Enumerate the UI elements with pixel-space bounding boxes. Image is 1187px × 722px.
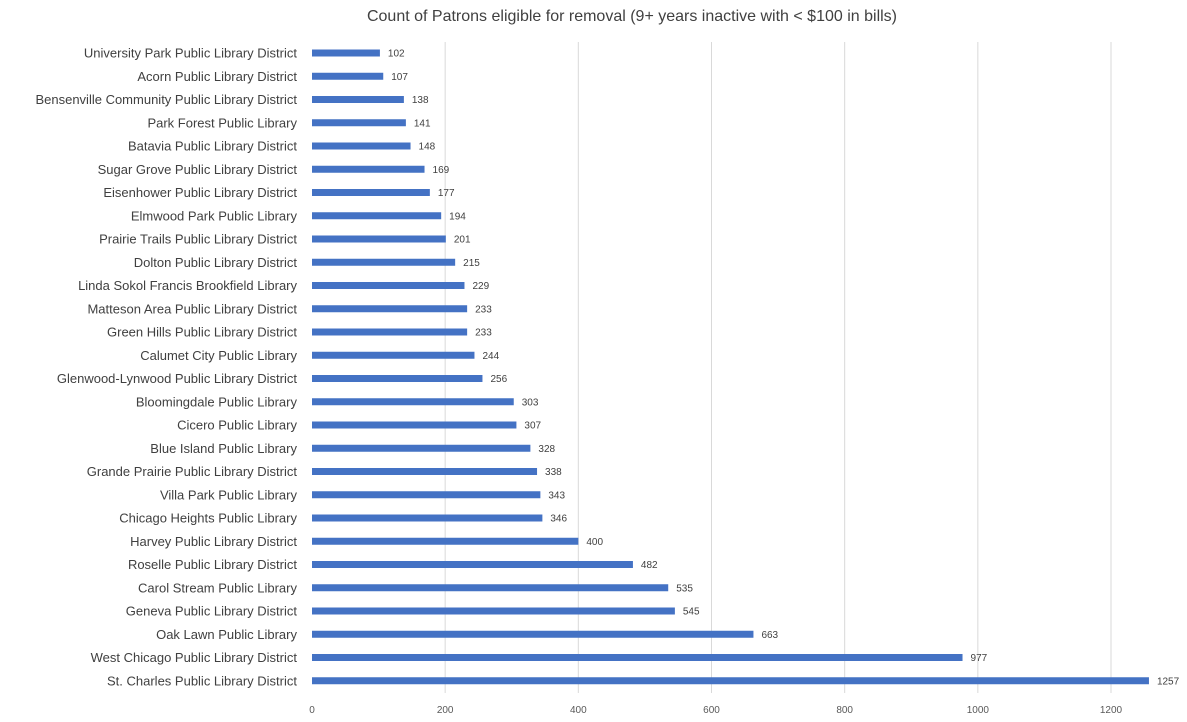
data-label: 215 [463, 258, 480, 269]
data-label: 148 [419, 142, 436, 153]
bar [312, 468, 538, 475]
category-label: Grande Prairie Public Library District [87, 464, 298, 479]
bar [312, 421, 517, 429]
bar [312, 49, 380, 57]
bar [312, 677, 1149, 685]
category-label: Bloomingdale Public Library [136, 394, 298, 409]
gridlines [444, 42, 1112, 693]
data-label: 107 [391, 72, 408, 83]
category-label: Chicago Heights Public Library [119, 511, 297, 526]
category-label: Calumet City Public Library [140, 348, 297, 363]
category-label: Carol Stream Public Library [138, 580, 297, 595]
category-label: Green Hills Public Library District [107, 325, 297, 340]
data-label: 177 [438, 188, 455, 199]
category-label: Acorn Public Library District [137, 69, 297, 84]
category-label: Batavia Public Library District [128, 139, 297, 154]
bar [312, 375, 483, 382]
data-label: 346 [550, 514, 567, 525]
bar [312, 305, 468, 313]
data-label: 1257 [1157, 676, 1180, 687]
bar [312, 654, 963, 661]
category-label: Glenwood-Lynwood Public Library District [57, 371, 298, 386]
data-label: 256 [490, 374, 507, 385]
category-label: Park Forest Public Library [147, 115, 297, 130]
category-label: University Park Public Library District [84, 46, 297, 61]
x-tick-label: 1200 [1100, 705, 1123, 716]
category-label: Roselle Public Library District [128, 557, 297, 572]
category-label: Linda Sokol Francis Brookfield Library [78, 278, 297, 293]
category-label: Cicero Public Library [177, 418, 297, 433]
data-label: 233 [475, 304, 492, 315]
bar [312, 142, 411, 150]
data-label: 535 [676, 583, 693, 594]
category-label: Geneva Public Library District [126, 604, 298, 619]
data-label: 229 [472, 281, 489, 292]
category-label: Oak Lawn Public Library [156, 627, 297, 642]
category-label: Sugar Grove Public Library District [98, 162, 298, 177]
category-label: Dolton Public Library District [134, 255, 298, 270]
x-tick-label: 1000 [967, 705, 990, 716]
data-label: 244 [482, 351, 499, 362]
category-label: Eisenhower Public Library District [103, 185, 297, 200]
category-label: Prairie Trails Public Library District [99, 232, 297, 247]
bar [312, 351, 475, 359]
data-label: 343 [548, 490, 565, 501]
bar [312, 235, 446, 243]
data-label: 303 [522, 397, 539, 408]
data-label: 194 [449, 211, 466, 222]
data-label: 545 [683, 607, 700, 618]
data-label: 400 [586, 537, 603, 548]
bar [312, 630, 754, 638]
data-label: 338 [545, 467, 562, 478]
x-tick-label: 800 [836, 705, 853, 716]
bar [312, 607, 675, 615]
chart-title: Count of Patrons eligible for removal (9… [367, 8, 897, 25]
x-axis-ticks: 0 200 400 600 800 1000 1200 [309, 705, 1122, 716]
bar [312, 514, 543, 522]
category-label: Elmwood Park Public Library [131, 208, 298, 223]
bar [312, 72, 384, 80]
bar [312, 212, 442, 220]
data-labels: 102 107 138 141 148 169 177 194 201 215 229 233 233 2… [388, 49, 1180, 688]
x-tick-label: 0 [309, 705, 315, 716]
bar [312, 282, 465, 289]
category-labels: University Park Public Library District A… [35, 46, 297, 689]
category-label: West Chicago Public Library District [91, 650, 298, 665]
x-tick-label: 200 [437, 705, 454, 716]
bar [312, 491, 541, 499]
bar [312, 561, 633, 568]
data-label: 233 [475, 328, 492, 339]
data-label: 482 [641, 560, 658, 571]
data-label: 141 [414, 118, 431, 129]
bar [312, 96, 404, 103]
bar [312, 189, 430, 196]
data-label: 977 [971, 653, 988, 664]
bars [312, 49, 1149, 685]
data-label: 169 [433, 165, 450, 176]
data-label: 138 [412, 95, 429, 106]
data-label: 328 [538, 444, 555, 455]
bar [312, 584, 669, 592]
bar [312, 398, 514, 406]
x-tick-label: 400 [570, 705, 587, 716]
category-label: Matteson Area Public Library District [87, 301, 297, 316]
x-tick-label: 600 [703, 705, 720, 716]
category-label: St. Charles Public Library District [107, 673, 297, 688]
bar [312, 119, 406, 127]
bar [312, 258, 456, 266]
bar [312, 444, 531, 452]
data-label: 102 [388, 49, 405, 60]
category-label: Harvey Public Library District [130, 534, 297, 549]
category-label: Bensenville Community Public Library Dis… [35, 92, 297, 107]
bar [312, 328, 468, 336]
category-label: Blue Island Public Library [150, 441, 297, 456]
bar [312, 537, 579, 545]
data-label: 201 [454, 235, 471, 246]
data-label: 307 [524, 421, 541, 432]
bar [312, 165, 425, 173]
data-label: 663 [761, 630, 778, 641]
category-label: Villa Park Public Library [160, 487, 298, 502]
